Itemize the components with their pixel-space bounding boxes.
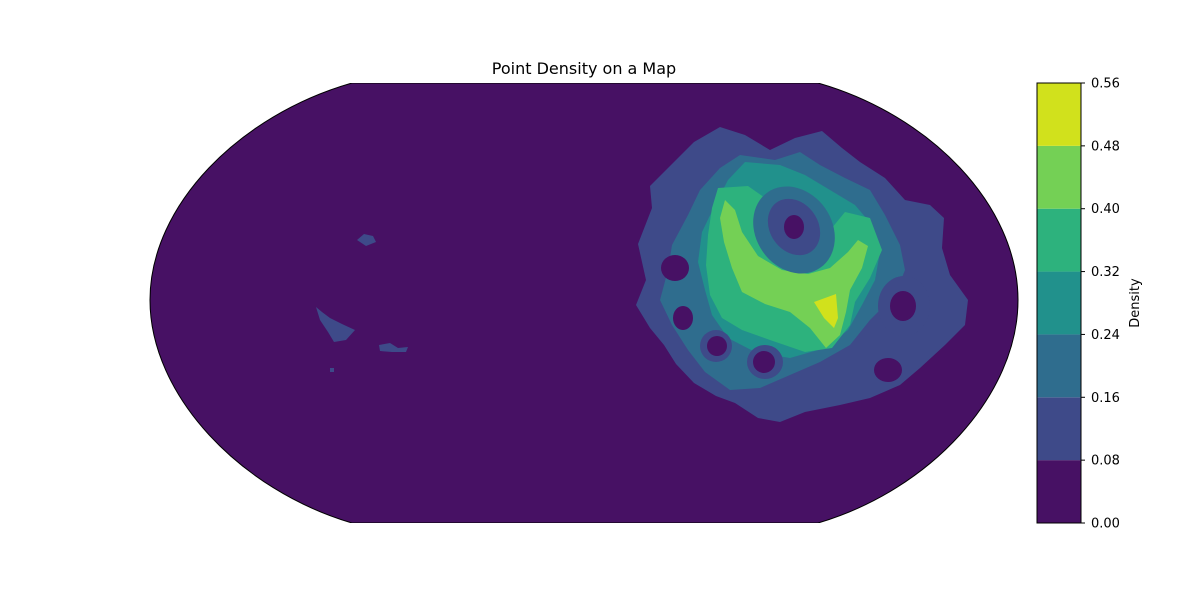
density-level-6 xyxy=(814,294,838,328)
density-patch-west-3 xyxy=(379,343,408,352)
chart-title: Point Density on a Map xyxy=(492,59,676,78)
density-hole-1-core xyxy=(784,215,804,239)
colorbar-tick-label: 0.48 xyxy=(1091,139,1120,154)
colorbar-frame xyxy=(1036,82,1082,524)
colorbar-band-0 xyxy=(1037,460,1081,523)
map-panel xyxy=(149,83,1019,523)
colorbar-tick-label: 0.56 xyxy=(1091,77,1120,92)
colorbar: 0.00 0.08 0.16 0.24 0.32 0.40 0.48 0.56 xyxy=(1036,77,1120,532)
density-patch-west-2 xyxy=(316,307,355,342)
density-hole-5-core xyxy=(753,351,775,373)
colorbar-band-4 xyxy=(1037,208,1081,272)
colorbar-tick-label: 0.24 xyxy=(1091,328,1120,343)
density-patch-west-1 xyxy=(357,234,376,246)
colorbar-tick-label: 0.00 xyxy=(1091,517,1120,532)
colorbar-band-6 xyxy=(1037,83,1081,146)
colorbar-band-3 xyxy=(1037,271,1081,335)
colorbar-band-2 xyxy=(1037,334,1081,398)
colorbar-tick-label: 0.08 xyxy=(1091,454,1120,469)
density-hole-4-core xyxy=(707,336,727,356)
density-hole-2-core xyxy=(890,291,916,321)
colorbar-band-1 xyxy=(1037,397,1081,461)
density-patch-west-4 xyxy=(330,368,334,372)
colorbar-band-5 xyxy=(1037,145,1081,209)
colorbar-label: Density xyxy=(1128,278,1143,328)
density-hole-7 xyxy=(673,306,693,330)
colorbar-tick-label: 0.16 xyxy=(1091,391,1120,406)
colorbar-tick-label: 0.40 xyxy=(1091,202,1120,217)
density-hole-6 xyxy=(874,358,902,382)
map-boundary xyxy=(149,83,1019,523)
density-hole-3 xyxy=(661,255,689,281)
colorbar-tick-label: 0.32 xyxy=(1091,265,1120,280)
